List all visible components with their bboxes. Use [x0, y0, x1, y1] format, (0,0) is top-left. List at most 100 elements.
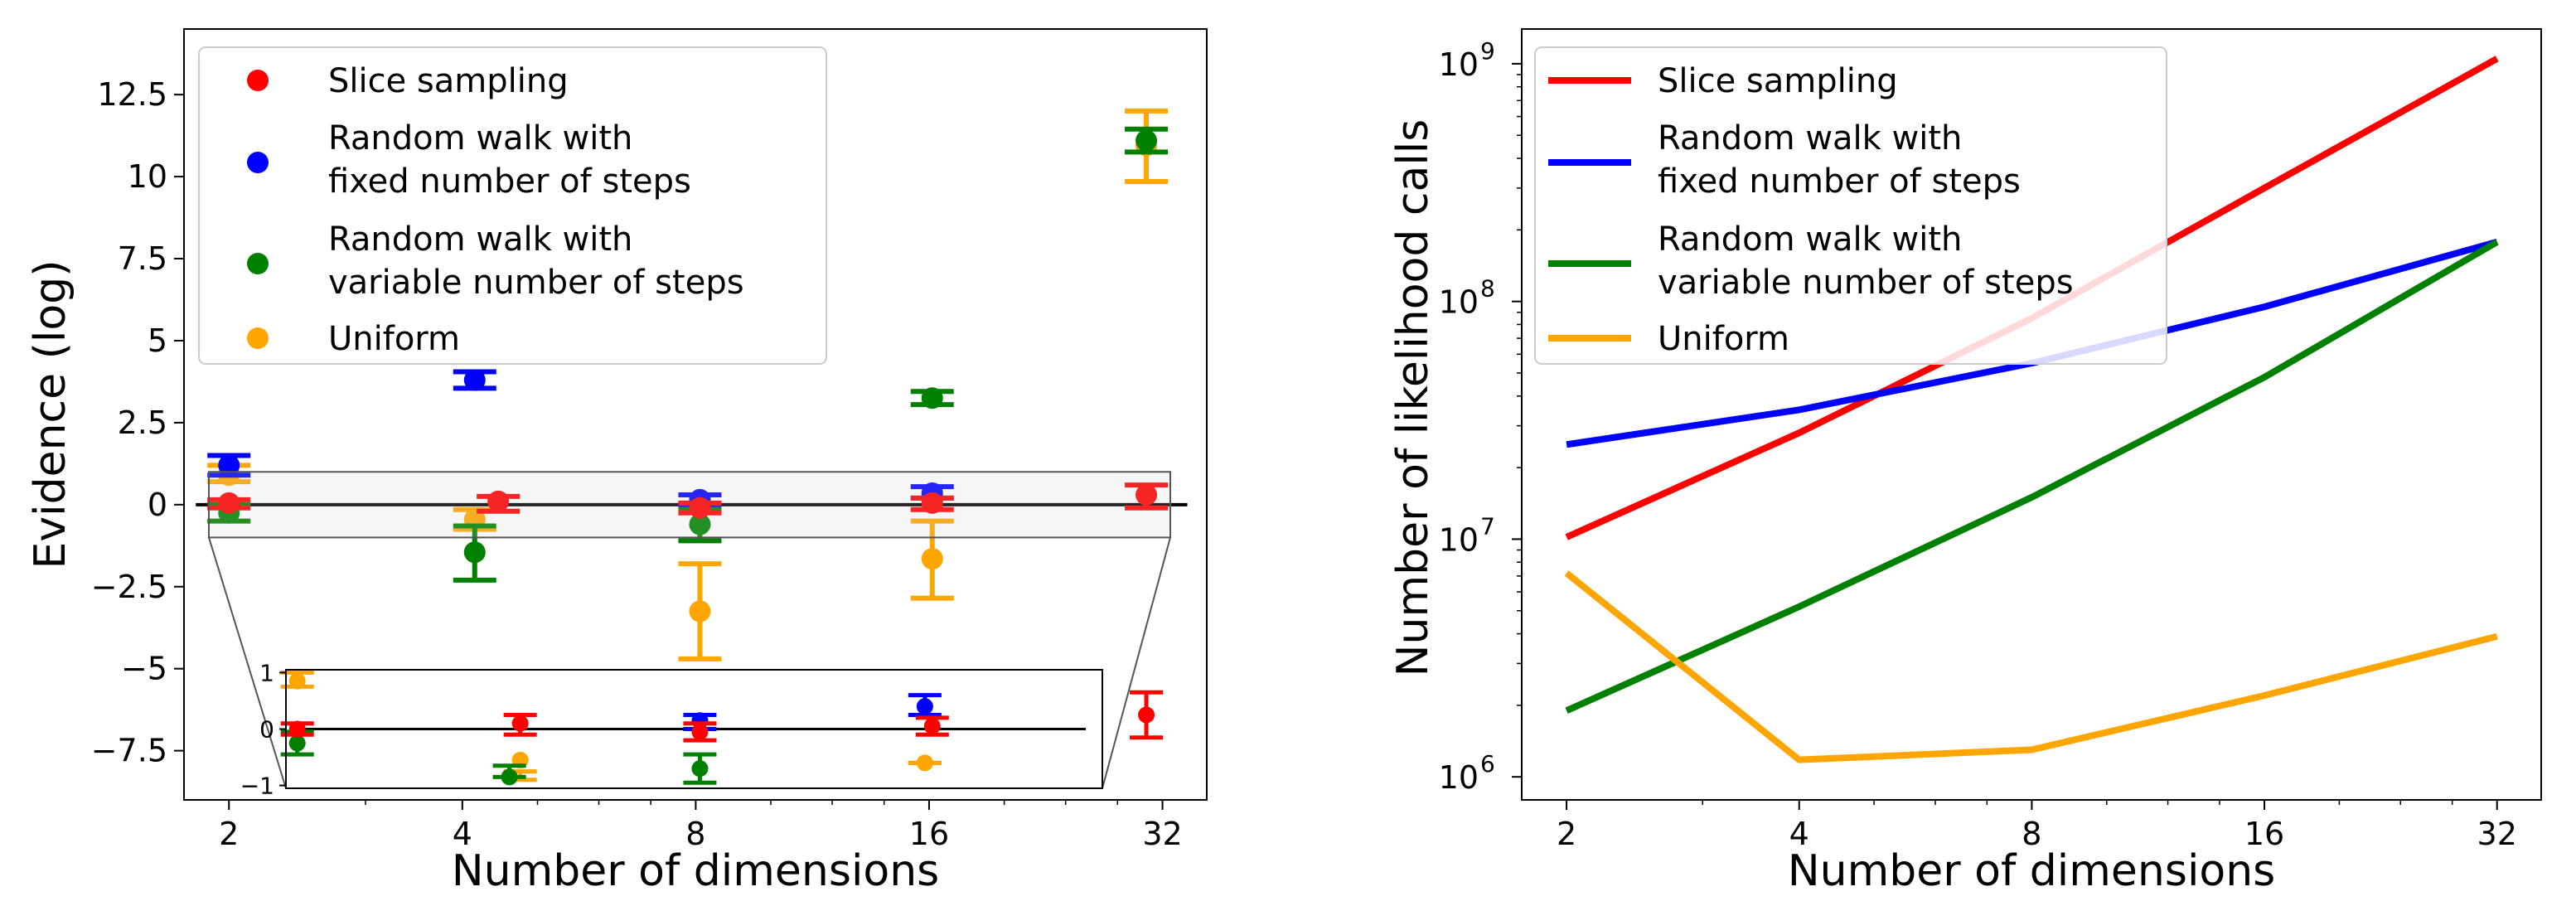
likelihood-legend-label-rw_fixed: fixed number of steps [1658, 162, 2021, 201]
inset-slice-point [1138, 706, 1155, 724]
zoom-box [208, 471, 1171, 539]
likelihood-x-tick-label: 4 [1789, 816, 1809, 852]
evidence-rw_fixed-errorbar [453, 369, 496, 391]
zoom-region [208, 471, 1171, 789]
likelihood-y-tick-label: 10 [1439, 759, 1479, 796]
inset-rw_fixed-errorbar [908, 693, 942, 717]
inset-slice-errorbar [915, 715, 949, 737]
likelihood-y-tick-exponent: 6 [1480, 750, 1495, 778]
evidence-rw_variable-errorbar [910, 387, 954, 409]
inset-y-tick-label: 1 [259, 659, 274, 686]
inset-rw_variable-errorbar [683, 752, 717, 785]
inset-y-tick-label: −1 [240, 773, 274, 800]
likelihood-y-tick-exponent: 9 [1480, 37, 1495, 65]
inset-slice-point [511, 715, 529, 732]
evidence-slice-point [1135, 483, 1158, 506]
likelihood-y-tick-exponent: 7 [1480, 512, 1495, 540]
evidence-rw_variable-point [689, 513, 711, 535]
evidence-slice-errorbar [678, 497, 722, 519]
likelihood-legend-box [1534, 46, 2167, 365]
evidence-y-tick-label: −5 [121, 651, 167, 687]
likelihood-legend-label-uniform: Uniform [1658, 320, 1789, 358]
inset-rw_fixed-point [916, 698, 933, 715]
likelihood-line-uniform [1564, 570, 2498, 763]
evidence-y-axis-label: Evidence (log) [26, 260, 75, 569]
evidence-x-axis-label: Number of dimensions [452, 846, 940, 896]
evidence-rw_variable-errorbar [1125, 126, 1169, 155]
evidence-slice-point [218, 492, 240, 514]
evidence-rw_variable-point [921, 387, 943, 409]
evidence-slice-errorbar [477, 490, 521, 514]
inset-slice-errorbar [1130, 690, 1164, 740]
evidence-legend-label-rw_variable: Random walk with [328, 220, 632, 259]
likelihood-x-tick-label: 32 [2477, 816, 2517, 852]
likelihood-legend: Slice sampling Random walk with fixed numb… [1534, 46, 2167, 365]
evidence-slice-errorbar [910, 492, 954, 514]
evidence-legend-label-rw_variable: variable number of steps [328, 264, 744, 302]
evidence-rw_variable-point [463, 541, 486, 564]
evidence-x-tick-label: 2 [219, 816, 239, 852]
evidence-y-tick-label: 10 [128, 158, 167, 195]
likelihood-y-tick-label: 10 [1439, 46, 1479, 83]
inset-slice-errorbar [503, 712, 537, 737]
evidence-y-tick-label: −7.5 [91, 733, 167, 769]
inset-slice-errorbar [683, 721, 717, 743]
likelihood-x-axis-label: Number of dimensions [1788, 846, 2276, 896]
likelihood-x-tick-label: 2 [1557, 816, 1576, 852]
evidence-y-tick-label: 2.5 [118, 405, 167, 441]
evidence-legend-label-rw_fixed: Random walk with [328, 119, 632, 157]
evidence-legend-label-rw_fixed: fixed number of steps [328, 162, 691, 201]
evidence-y-tick-label: 5 [148, 322, 167, 359]
evidence-legend-label-slice: Slice sampling [328, 62, 569, 100]
evidence-slice-errorbar [207, 492, 251, 514]
inset-plot: −1 0 1 [240, 659, 1164, 800]
evidence-x-tick-label: 8 [685, 816, 705, 852]
likelihood-x-tick-label: 8 [2022, 816, 2041, 852]
evidence-rw_variable-errorbar [453, 523, 496, 583]
evidence-uniform-errorbar [678, 561, 722, 661]
likelihood-y-tick-exponent: 8 [1480, 275, 1495, 303]
likelihood-x-tick-label: 16 [2244, 816, 2284, 852]
evidence-x-tick-label: 32 [1142, 816, 1182, 852]
evidence-legend-marker-uniform [247, 327, 269, 349]
evidence-uniform-errorbar [910, 518, 954, 601]
evidence-y-tick-label: −2.5 [91, 569, 167, 605]
likelihood-y-tick-label: 10 [1439, 284, 1479, 321]
evidence-marks [196, 108, 1188, 661]
likelihood-legend-label-rw_variable: Random walk with [1658, 220, 1962, 259]
evidence-x-tick-label: 16 [909, 816, 949, 852]
evidence-rw_variable-point [1135, 129, 1158, 152]
evidence-legend-marker-rw_variable [247, 253, 269, 274]
evidence-legend-label-uniform: Uniform [328, 320, 460, 358]
likelihood-legend-label-slice: Slice sampling [1658, 62, 1898, 100]
inset-uniform-point [916, 754, 933, 772]
inset-slice-point [923, 718, 941, 735]
inset-uniform-point [288, 672, 306, 690]
evidence-legend-marker-rw_fixed [247, 152, 269, 173]
zoom-connector-left [208, 537, 287, 789]
zoom-connector-right [1102, 537, 1171, 789]
evidence-slice-point [921, 492, 943, 514]
evidence-rw_fixed-point [463, 369, 486, 391]
inset-slice-point [288, 720, 306, 738]
likelihood-legend-label-rw_variable: variable number of steps [1658, 264, 2074, 302]
likelihood-line-rw_variable [1565, 239, 2499, 714]
evidence-y-tick-label: 0 [148, 487, 167, 523]
evidence-slice-errorbar [1125, 482, 1169, 511]
inset-rw_variable-point [288, 734, 306, 752]
likelihood-y-axis-label: Number of likelihood calls [1388, 119, 1438, 677]
evidence-uniform-point [921, 548, 943, 570]
evidence-legend-marker-slice [247, 70, 269, 91]
evidence-slice-point [487, 490, 510, 512]
evidence-y-tick-label: 7.5 [118, 240, 167, 277]
evidence-rw_fixed-point [218, 454, 240, 477]
inset-y-tick-label: 0 [259, 716, 274, 744]
likelihood-legend-label-rw_fixed: Random walk with [1658, 119, 1962, 157]
evidence-legend: Slice sampling Random walk with fixed numb… [198, 46, 827, 365]
inset-slice-point [691, 723, 709, 740]
inset-rw_variable-errorbar [492, 763, 526, 786]
inset-uniform-errorbar [908, 754, 942, 772]
evidence-legend-box [198, 46, 827, 365]
